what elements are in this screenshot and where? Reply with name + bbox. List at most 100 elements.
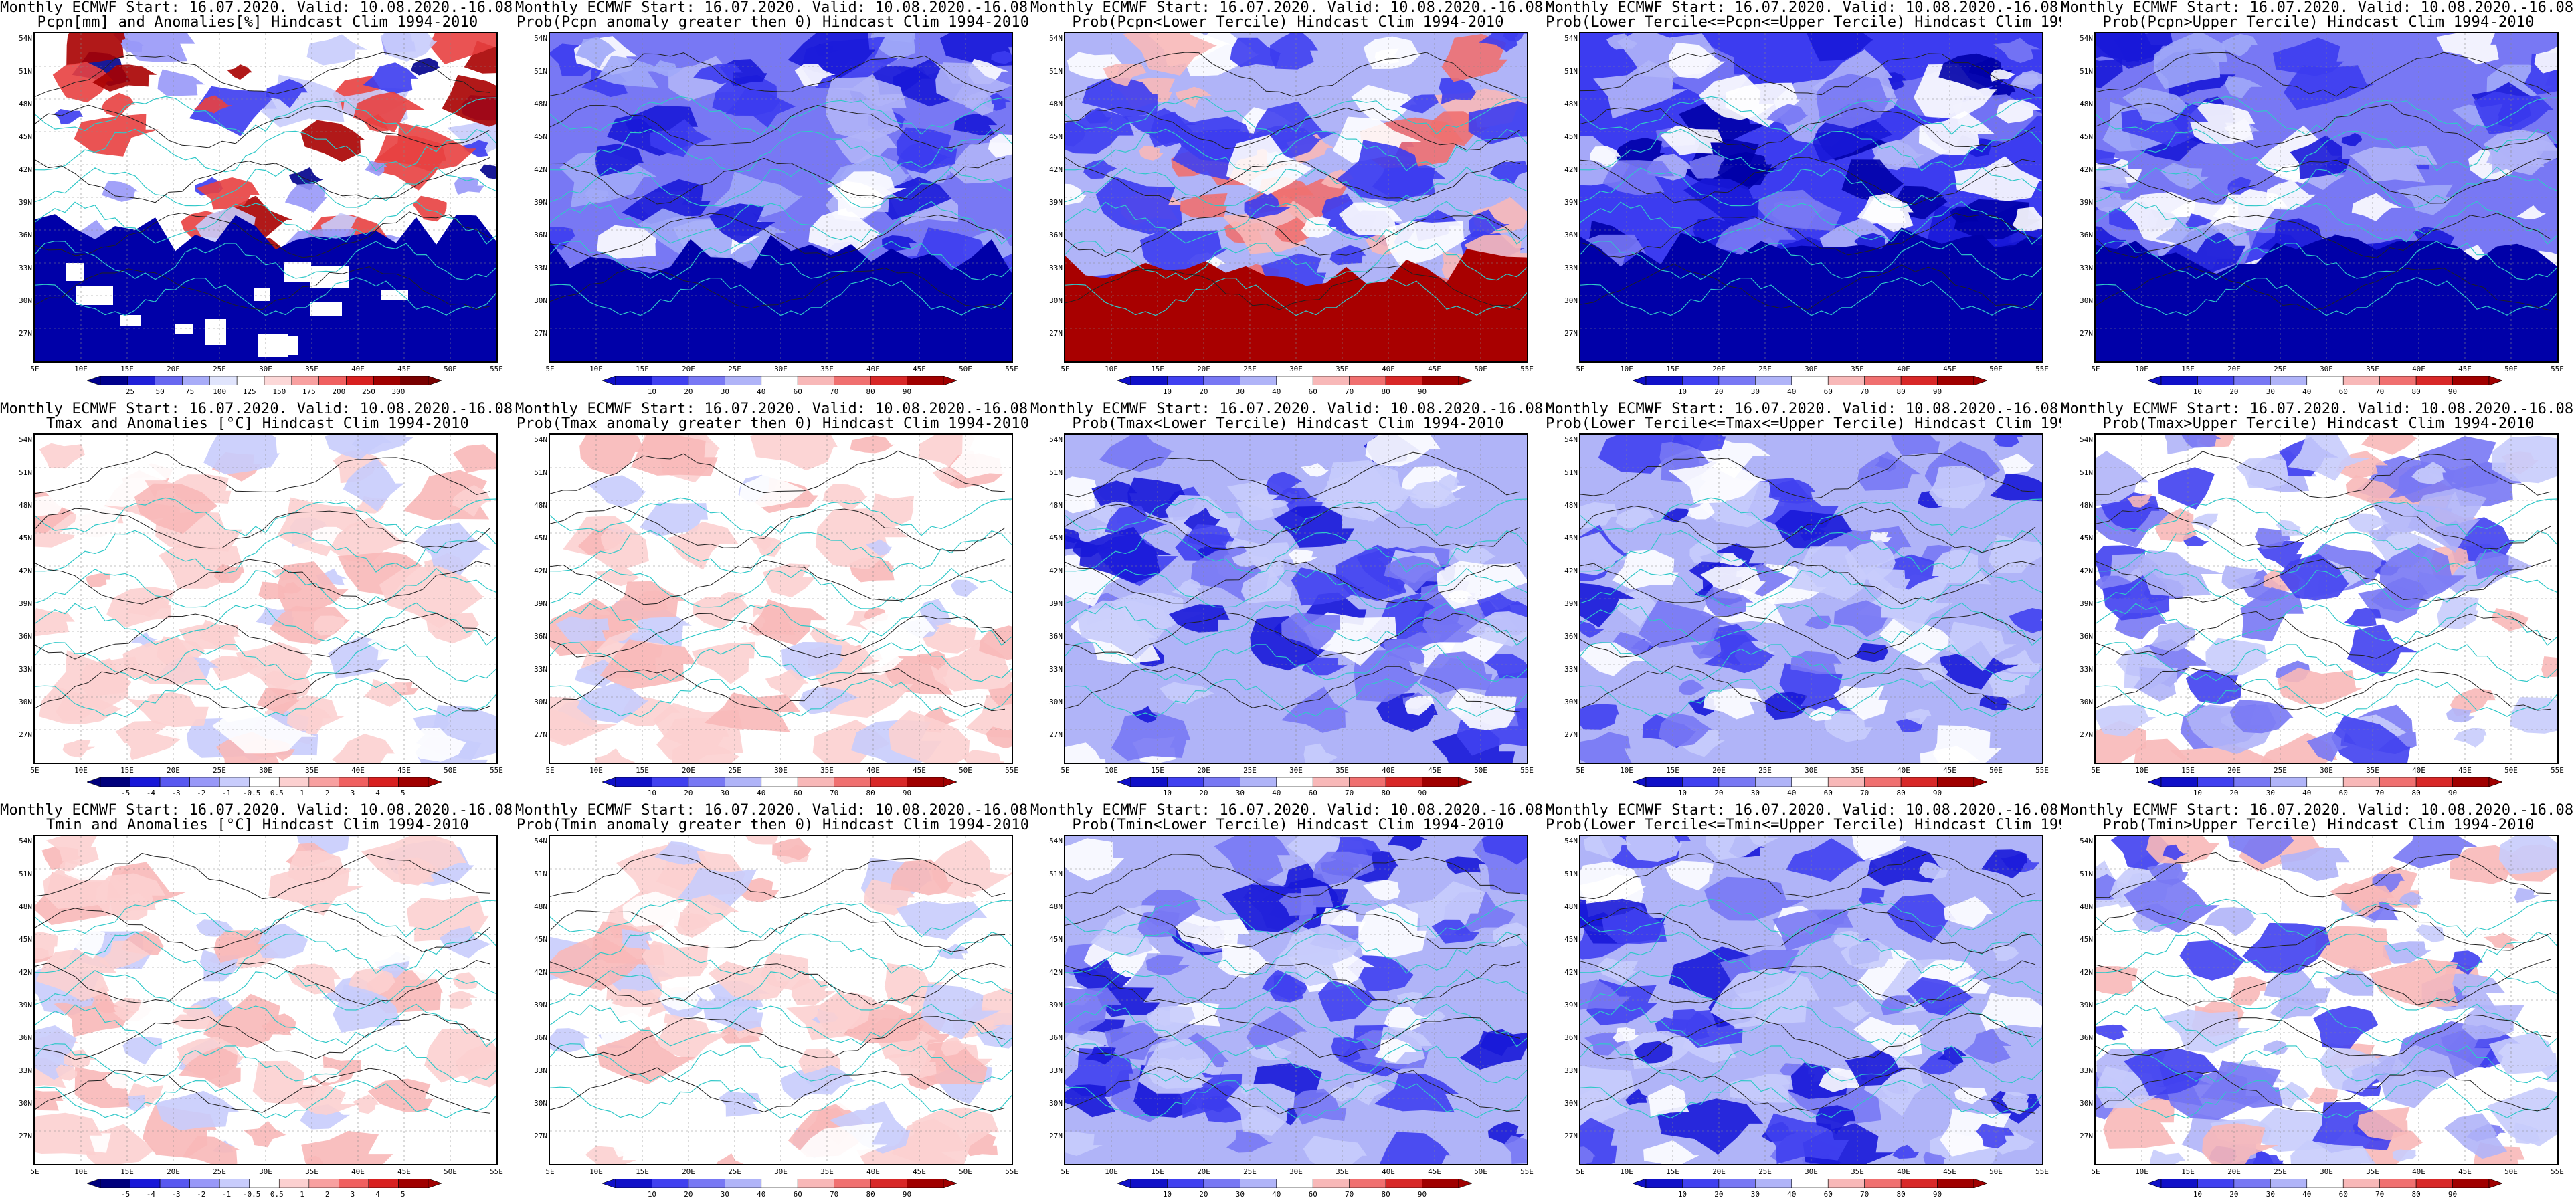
lon-label: 25E — [1758, 365, 1772, 373]
lat-label: 36N — [2080, 632, 2093, 641]
lat-label: 48N — [2080, 501, 2093, 510]
lon-label: 40E — [1382, 766, 1395, 775]
lon-label: 10E — [2135, 1167, 2148, 1176]
panel-title-line2: Pcpn[mm] and Anomalies[%] Hindcast Clim … — [37, 15, 478, 31]
lon-label: 10E — [1105, 766, 1118, 775]
colorbar-label: 90 — [1417, 1190, 1427, 1199]
lat-label: 48N — [2080, 902, 2093, 911]
lat-label: 48N — [534, 902, 547, 911]
map-field — [33, 433, 498, 764]
lat-label: 30N — [1564, 296, 1578, 305]
map-field — [1579, 835, 2043, 1165]
lat-label: 51N — [1049, 468, 1063, 477]
lon-label: 15E — [1666, 365, 1679, 373]
lat-label: 33N — [1564, 1066, 1578, 1075]
lon-label: 15E — [636, 1167, 649, 1176]
colorbar-label: 20 — [684, 789, 693, 797]
colorbar-label: 30 — [2266, 1190, 2275, 1199]
lat-label: 33N — [534, 264, 547, 272]
lon-label: 50E — [444, 766, 457, 775]
lat-label: 39N — [2080, 1001, 2093, 1009]
colorbar-label: 60 — [1308, 789, 1317, 797]
lon-label: 5E — [1061, 766, 1070, 775]
lat-label: 33N — [2080, 264, 2093, 272]
lat-label: 42N — [19, 968, 32, 977]
lat-label: 42N — [2080, 165, 2093, 174]
colorbar-label: 80 — [1896, 387, 1906, 396]
map-field — [2094, 835, 2559, 1165]
colorbar-label: 1 — [300, 1190, 304, 1199]
lat-label: 33N — [19, 665, 32, 674]
map-field — [1064, 835, 1528, 1165]
panel-title-line1: Monthly ECMWF Start: 16.07.2020. Valid: … — [515, 803, 1030, 819]
lon-label: 25E — [728, 766, 741, 775]
lat-label: 39N — [1564, 1001, 1578, 1009]
colorbar-label: 70 — [1860, 789, 1869, 797]
lat-label: 45N — [19, 132, 32, 141]
lat-label: 54N — [1564, 34, 1578, 43]
lon-label: 35E — [2366, 1167, 2379, 1176]
colorbar-label: 90 — [1417, 387, 1427, 396]
lon-label: 50E — [1474, 766, 1487, 775]
colorbar — [1633, 376, 1987, 385]
lat-label: 39N — [1049, 1001, 1063, 1009]
colorbar-label: 90 — [1932, 387, 1942, 396]
lat-label: 48N — [1564, 100, 1578, 108]
lon-label: 45E — [2458, 766, 2472, 775]
lat-label: 45N — [1564, 132, 1578, 141]
panel-title-line1: Monthly ECMWF Start: 16.07.2020. Valid: … — [0, 401, 515, 417]
colorbar-label: 70 — [830, 1190, 839, 1199]
lat-label: 30N — [2080, 296, 2093, 305]
lon-label: 10E — [589, 1167, 603, 1176]
lon-label: 20E — [682, 766, 695, 775]
map-field — [2094, 433, 2559, 764]
lat-label: 27N — [2080, 730, 2093, 739]
lon-label: 5E — [545, 365, 555, 373]
lat-label: 39N — [19, 599, 32, 608]
panel-title-line1: Monthly ECMWF Start: 16.07.2020. Valid: … — [1030, 803, 1546, 819]
panel-title-line1: Monthly ECMWF Start: 16.07.2020. Valid: … — [1546, 0, 2061, 16]
colorbar-label: 30 — [1750, 1190, 1760, 1199]
lon-label: 50E — [444, 1167, 457, 1176]
lat-label: 54N — [19, 34, 32, 43]
colorbar-label: 50 — [155, 387, 165, 396]
colorbar-label: 10 — [2193, 789, 2203, 797]
lat-label: 36N — [19, 231, 32, 239]
colorbar-label: 20 — [684, 1190, 693, 1199]
lon-label: 25E — [2274, 766, 2287, 775]
colorbar-label: 90 — [902, 387, 912, 396]
lon-label: 40E — [1382, 1167, 1395, 1176]
lon-label: 45E — [2458, 1167, 2472, 1176]
lon-label: 10E — [589, 766, 603, 775]
lat-label: 42N — [1564, 165, 1578, 174]
map-panel: Monthly ECMWF Start: 16.07.2020. Valid: … — [2061, 0, 2576, 401]
lat-label: 33N — [1049, 665, 1063, 674]
lat-label: 51N — [534, 870, 547, 878]
colorbar-label: 1 — [300, 789, 304, 797]
panel-title-line2: Prob(Pcpn<Lower Tercile) Hindcast Clim 1… — [1072, 15, 1504, 31]
colorbar — [602, 777, 957, 787]
colorbar-label: 60 — [1823, 387, 1833, 396]
colorbar-label: 2 — [325, 1190, 330, 1199]
lon-label: 45E — [1943, 365, 1956, 373]
lat-label: 51N — [1564, 67, 1578, 76]
map-field — [1579, 32, 2043, 363]
lat-label: 27N — [1049, 730, 1063, 739]
colorbar-label: 10 — [1162, 387, 1172, 396]
colorbar — [87, 1179, 442, 1188]
lon-label: 45E — [1428, 365, 1441, 373]
lon-label: 5E — [30, 1167, 39, 1176]
lon-label: 35E — [305, 1167, 318, 1176]
lat-label: 45N — [1049, 534, 1063, 542]
lon-label: 55E — [1005, 766, 1018, 775]
lat-label: 42N — [1564, 968, 1578, 977]
lon-label: 5E — [30, 365, 39, 373]
colorbar-label: 30 — [2266, 387, 2275, 396]
lon-label: 40E — [1382, 365, 1395, 373]
colorbar-label: 60 — [793, 1190, 802, 1199]
lat-label: 36N — [1049, 231, 1063, 239]
lat-label: 45N — [2080, 935, 2093, 944]
lon-label: 5E — [1576, 1167, 1585, 1176]
lat-label: 48N — [1049, 100, 1063, 108]
colorbar-label: 10 — [2193, 387, 2203, 396]
